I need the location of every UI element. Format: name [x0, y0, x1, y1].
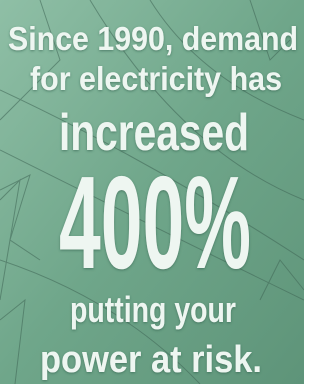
poster: Since 1990, demand for electricity has i…	[0, 0, 304, 384]
footer-line: putting your	[70, 289, 236, 330]
footer-line: power at risk.	[40, 339, 262, 381]
headline-line: for electricity has	[30, 60, 282, 97]
headline-line: Since 1990, demand	[8, 20, 298, 57]
page: Since 1990, demand for electricity has i…	[0, 0, 304, 384]
big-figure: 400%	[59, 149, 251, 296]
